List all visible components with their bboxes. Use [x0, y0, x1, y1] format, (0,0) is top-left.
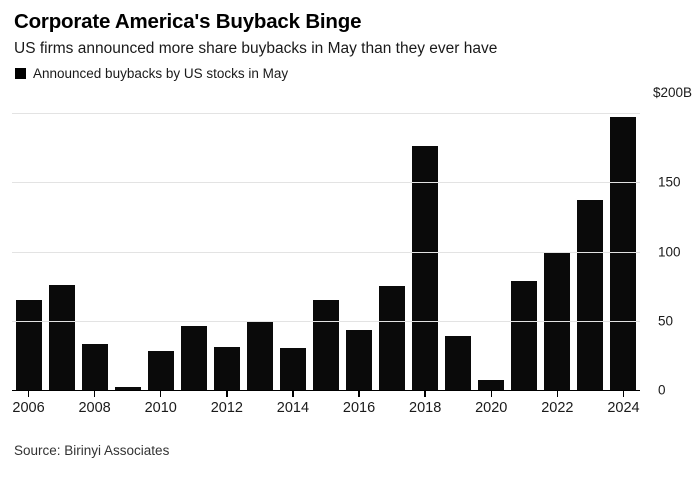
chart-header: Corporate America's Buyback Binge US fir…: [0, 0, 700, 81]
legend-item-label: Announced buybacks by US stocks in May: [33, 66, 289, 82]
x-axis-tick: [622, 390, 625, 397]
chart-subtitle: US firms announced more share buybacks i…: [14, 39, 498, 57]
bar: [279, 348, 306, 390]
x-axis-tick: [556, 390, 559, 397]
x-axis-tick: [424, 390, 426, 397]
bar-series: [12, 113, 640, 390]
x-axis-tick-label: 2008: [78, 400, 111, 416]
y-axis-tick-label: 50: [658, 313, 674, 328]
x-axis-tick: [27, 390, 30, 397]
bar: [478, 380, 505, 390]
bar: [246, 320, 273, 390]
x-axis-tick: [226, 390, 228, 397]
x-axis-tick-label: 2016: [342, 400, 376, 416]
x-axis-tick: [93, 390, 96, 397]
gridline: [12, 113, 640, 114]
x-axis-tick: [490, 390, 492, 397]
chart-legend: Announced buybacks by US stocks in May: [15, 67, 686, 81]
x-axis-tick: [160, 390, 162, 397]
bar: [147, 351, 174, 390]
bar: [511, 280, 538, 390]
chart-canvas: 0 50 100 150 2006 2008 2010 2012 2014 2016 2018 202…: [12, 113, 681, 415]
x-axis-tick: [292, 390, 294, 397]
chart-plot-area: $200B 0 50 100 150 2006 2008 2010 2012 2014 2016 2…: [0, 86, 700, 436]
bar: [213, 347, 240, 390]
y-axis-tick-label: 0: [658, 382, 666, 398]
gridline: [12, 182, 640, 184]
x-axis-tick-label: 2014: [276, 400, 310, 416]
x-axis-baseline: [12, 390, 640, 392]
x-axis-tick-label: 2018: [409, 400, 442, 416]
x-axis-tick-label: 2022: [541, 400, 574, 416]
bar: [379, 286, 406, 390]
gridline: [12, 320, 640, 322]
x-axis-tick-label: 2006: [12, 400, 45, 416]
bar: [48, 284, 75, 390]
x-axis-tick-label: 2020: [475, 400, 508, 416]
page-title: Corporate America's Buyback Binge: [14, 10, 362, 33]
x-axis-tick-label: 2010: [144, 400, 177, 416]
bar: [180, 326, 207, 390]
chart-source: Source: Birinyi Associates: [14, 443, 170, 458]
gridline: [12, 251, 640, 253]
bar: [313, 299, 339, 390]
bar: [15, 299, 42, 390]
bar: [610, 117, 637, 390]
x-axis-tick-label: 2012: [210, 400, 243, 416]
x-axis-tick: [358, 390, 360, 397]
bar: [114, 387, 141, 390]
x-axis-tick-label: 2024: [607, 400, 640, 416]
bar: [346, 330, 373, 390]
bar: [445, 336, 472, 390]
y-axis-top-label: $200B: [652, 85, 692, 100]
y-axis-tick-label: 150: [658, 174, 681, 190]
y-axis-tick-label: 100: [658, 243, 681, 259]
bar: [81, 344, 108, 390]
bar: [577, 200, 604, 390]
legend-swatch-icon: [15, 68, 26, 80]
bar: [412, 146, 439, 390]
